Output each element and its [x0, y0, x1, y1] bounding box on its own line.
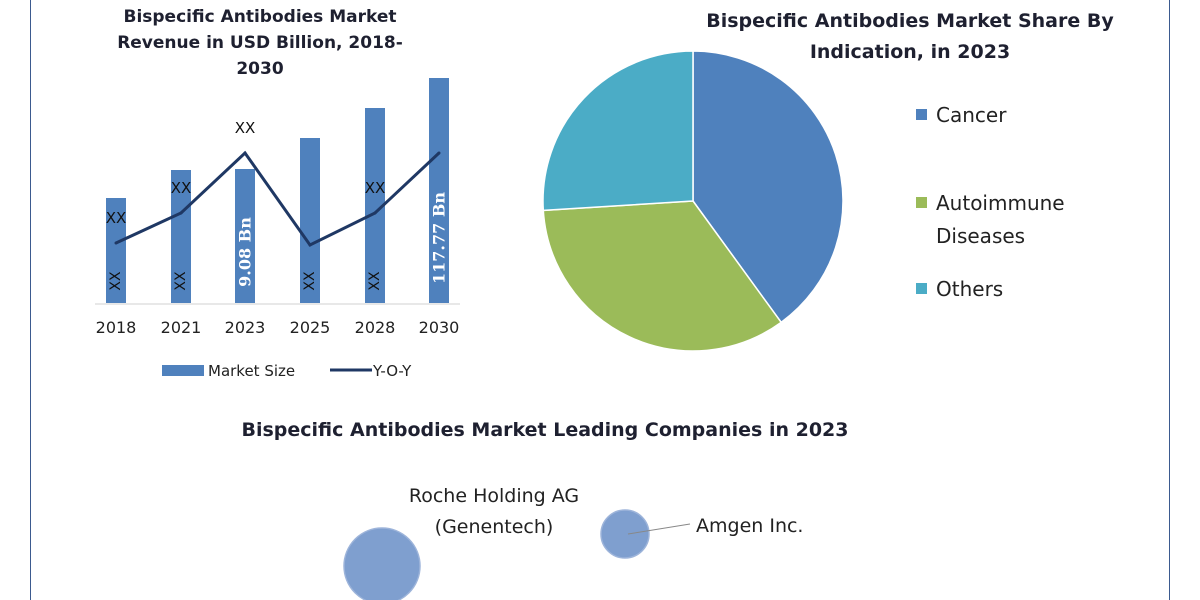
point-yoy-2030	[437, 151, 441, 155]
point-yoy-2021	[179, 211, 183, 215]
x-tick-label: 2025	[290, 318, 331, 337]
point-yoy-2023	[243, 151, 247, 155]
legend-label-yoy: Y-O-Y	[372, 362, 412, 380]
pie-slice-autoimmune-diseases	[542, 200, 783, 352]
bar-market-size-2021	[171, 170, 191, 303]
bar-value-label: XX	[173, 271, 189, 291]
bar-market-size-2023	[235, 169, 255, 303]
legend-label-market-size: Market Size	[208, 362, 295, 380]
bar-value-label: 117.77 Bn	[430, 192, 449, 284]
bubble-roche	[343, 527, 421, 600]
bubble-label-roche: Roche Holding AG	[409, 485, 579, 507]
bar-value-label: XX	[302, 271, 318, 291]
point-yoy-2018	[114, 241, 118, 245]
pie-legend-label-cont: Diseases	[936, 224, 1025, 248]
bar-value-label: XX	[108, 271, 124, 291]
bubble-label-amgen: Amgen Inc.	[696, 515, 803, 537]
bar-value-label: 9.08 Bn	[236, 217, 255, 287]
pie-slice-others	[542, 50, 694, 212]
point-yoy-2025	[308, 243, 312, 247]
pie-legend-label: Cancer	[936, 103, 1007, 127]
bubble-leader-amgen	[627, 523, 691, 535]
bar-market-size-2028	[365, 108, 385, 303]
x-tick-label: 2028	[355, 318, 396, 337]
bubble-amgen	[600, 509, 650, 559]
point-yoy-2028	[373, 211, 377, 215]
yoy-point-label: XX	[235, 119, 256, 137]
line-yoy	[115, 150, 441, 247]
yoy-point-label: XX	[365, 179, 386, 197]
pie-legend-swatch	[916, 283, 927, 294]
pie-legend-swatch	[916, 109, 927, 120]
x-tick-label: 2018	[96, 318, 137, 337]
bar-market-size-2030	[429, 78, 449, 303]
x-tick-label: 2023	[225, 318, 266, 337]
bubble-chart-title: Bispecific Antibodies Market Leading Com…	[241, 419, 849, 441]
pie-slice-cancer	[692, 50, 844, 324]
chart-frame	[30, 0, 1170, 600]
bubble-label-roche-cont: (Genentech)	[435, 516, 554, 538]
bar-market-size-2025	[300, 138, 320, 303]
pie-legend-label: Others	[936, 277, 1003, 301]
bar-chart-title: Bispecific Antibodies Market Revenue in …	[117, 7, 403, 79]
x-tick-label: 2030	[419, 318, 460, 337]
yoy-point-label: XX	[106, 209, 127, 227]
x-tick-label: 2021	[161, 318, 202, 337]
pie-chart-title: Bispecific Antibodies Market Share By In…	[706, 10, 1114, 63]
yoy-point-label: XX	[171, 179, 192, 197]
legend-swatch-market-size	[162, 365, 204, 376]
pie-legend-label: Autoimmune	[936, 191, 1065, 215]
bar-value-label: XX	[367, 271, 383, 291]
pie-legend-swatch	[916, 197, 927, 208]
bar-market-size-2018	[106, 198, 126, 303]
